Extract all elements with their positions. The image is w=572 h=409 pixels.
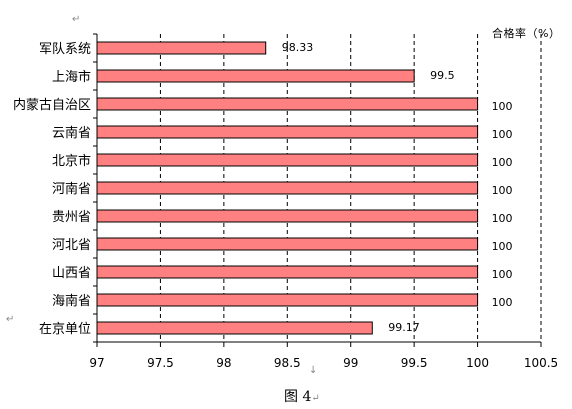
value-label: 99.17 — [388, 321, 420, 334]
x-tick-label: 100.5 — [524, 356, 558, 370]
bar — [96, 97, 479, 111]
category-label: 上海市 — [52, 69, 91, 85]
value-label: 99.5 — [430, 69, 455, 82]
value-label: 100 — [492, 212, 513, 225]
category-label: 河南省 — [52, 181, 91, 197]
x-tick-label: 98.5 — [274, 356, 301, 370]
value-label: 98.33 — [282, 41, 314, 54]
category-label: 贵州省 — [52, 210, 91, 225]
unit-label: 合格率（%） — [492, 27, 561, 40]
bar — [96, 41, 267, 55]
return-mark: ↵ — [6, 314, 15, 325]
category-label: 海南省 — [52, 293, 91, 309]
bar — [96, 69, 415, 83]
x-tick-label: 100 — [466, 356, 489, 370]
return-mark: ↵ — [311, 393, 320, 404]
bar — [96, 237, 479, 251]
bar — [96, 181, 479, 195]
figure-caption: 图 4↵ — [284, 386, 320, 406]
down-arrow-mark: ↓ — [309, 365, 318, 376]
category-label: 河北省 — [52, 238, 91, 253]
x-tick-label: 99 — [343, 356, 358, 370]
return-mark: ↵ — [72, 14, 81, 25]
category-label: 在京单位 — [39, 322, 91, 337]
value-label: 100 — [492, 296, 513, 309]
x-tick-label: 97.5 — [147, 356, 174, 370]
bar — [96, 321, 373, 335]
value-label: 100 — [492, 128, 513, 141]
value-labels: 98.33 99.5 100 100 100 100 100 100 100 100 99.17 — [282, 41, 513, 334]
x-tick-label: 98 — [216, 356, 231, 370]
bar — [96, 293, 479, 307]
category-label: 军队系统 — [39, 42, 91, 57]
bar — [96, 125, 479, 139]
bar — [96, 209, 479, 223]
value-label: 100 — [492, 156, 513, 169]
bar — [96, 265, 479, 279]
figure-caption-text: 图 4 — [284, 389, 312, 405]
bar — [96, 153, 479, 167]
value-label: 100 — [492, 100, 513, 113]
category-label: 内蒙古自治区 — [13, 97, 91, 113]
x-tick-label: 99.5 — [401, 356, 428, 370]
x-axis: 97 97.5 98 98.5 99 99.5 100 100.5 — [89, 33, 558, 370]
category-label: 山西省 — [52, 266, 91, 281]
value-label: 100 — [492, 184, 513, 197]
category-label: 云南省 — [52, 125, 91, 141]
x-tick-label: 97 — [89, 356, 104, 370]
value-label: 100 — [492, 268, 513, 281]
value-label: 100 — [492, 240, 513, 253]
category-label: 北京市 — [52, 153, 91, 169]
